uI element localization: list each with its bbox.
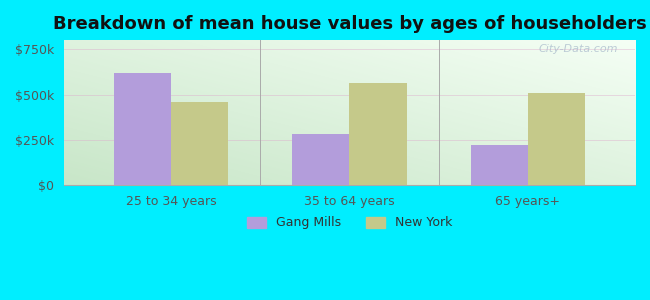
- Bar: [292, 134, 350, 185]
- Bar: [171, 102, 228, 185]
- Bar: [114, 73, 171, 185]
- Title: Breakdown of mean house values by ages of householders: Breakdown of mean house values by ages o…: [53, 15, 646, 33]
- Text: City-Data.com: City-Data.com: [538, 44, 618, 55]
- Bar: [471, 146, 528, 185]
- Bar: [350, 83, 407, 185]
- Legend: Gang Mills, New York: Gang Mills, New York: [242, 212, 457, 235]
- Bar: [528, 93, 585, 185]
